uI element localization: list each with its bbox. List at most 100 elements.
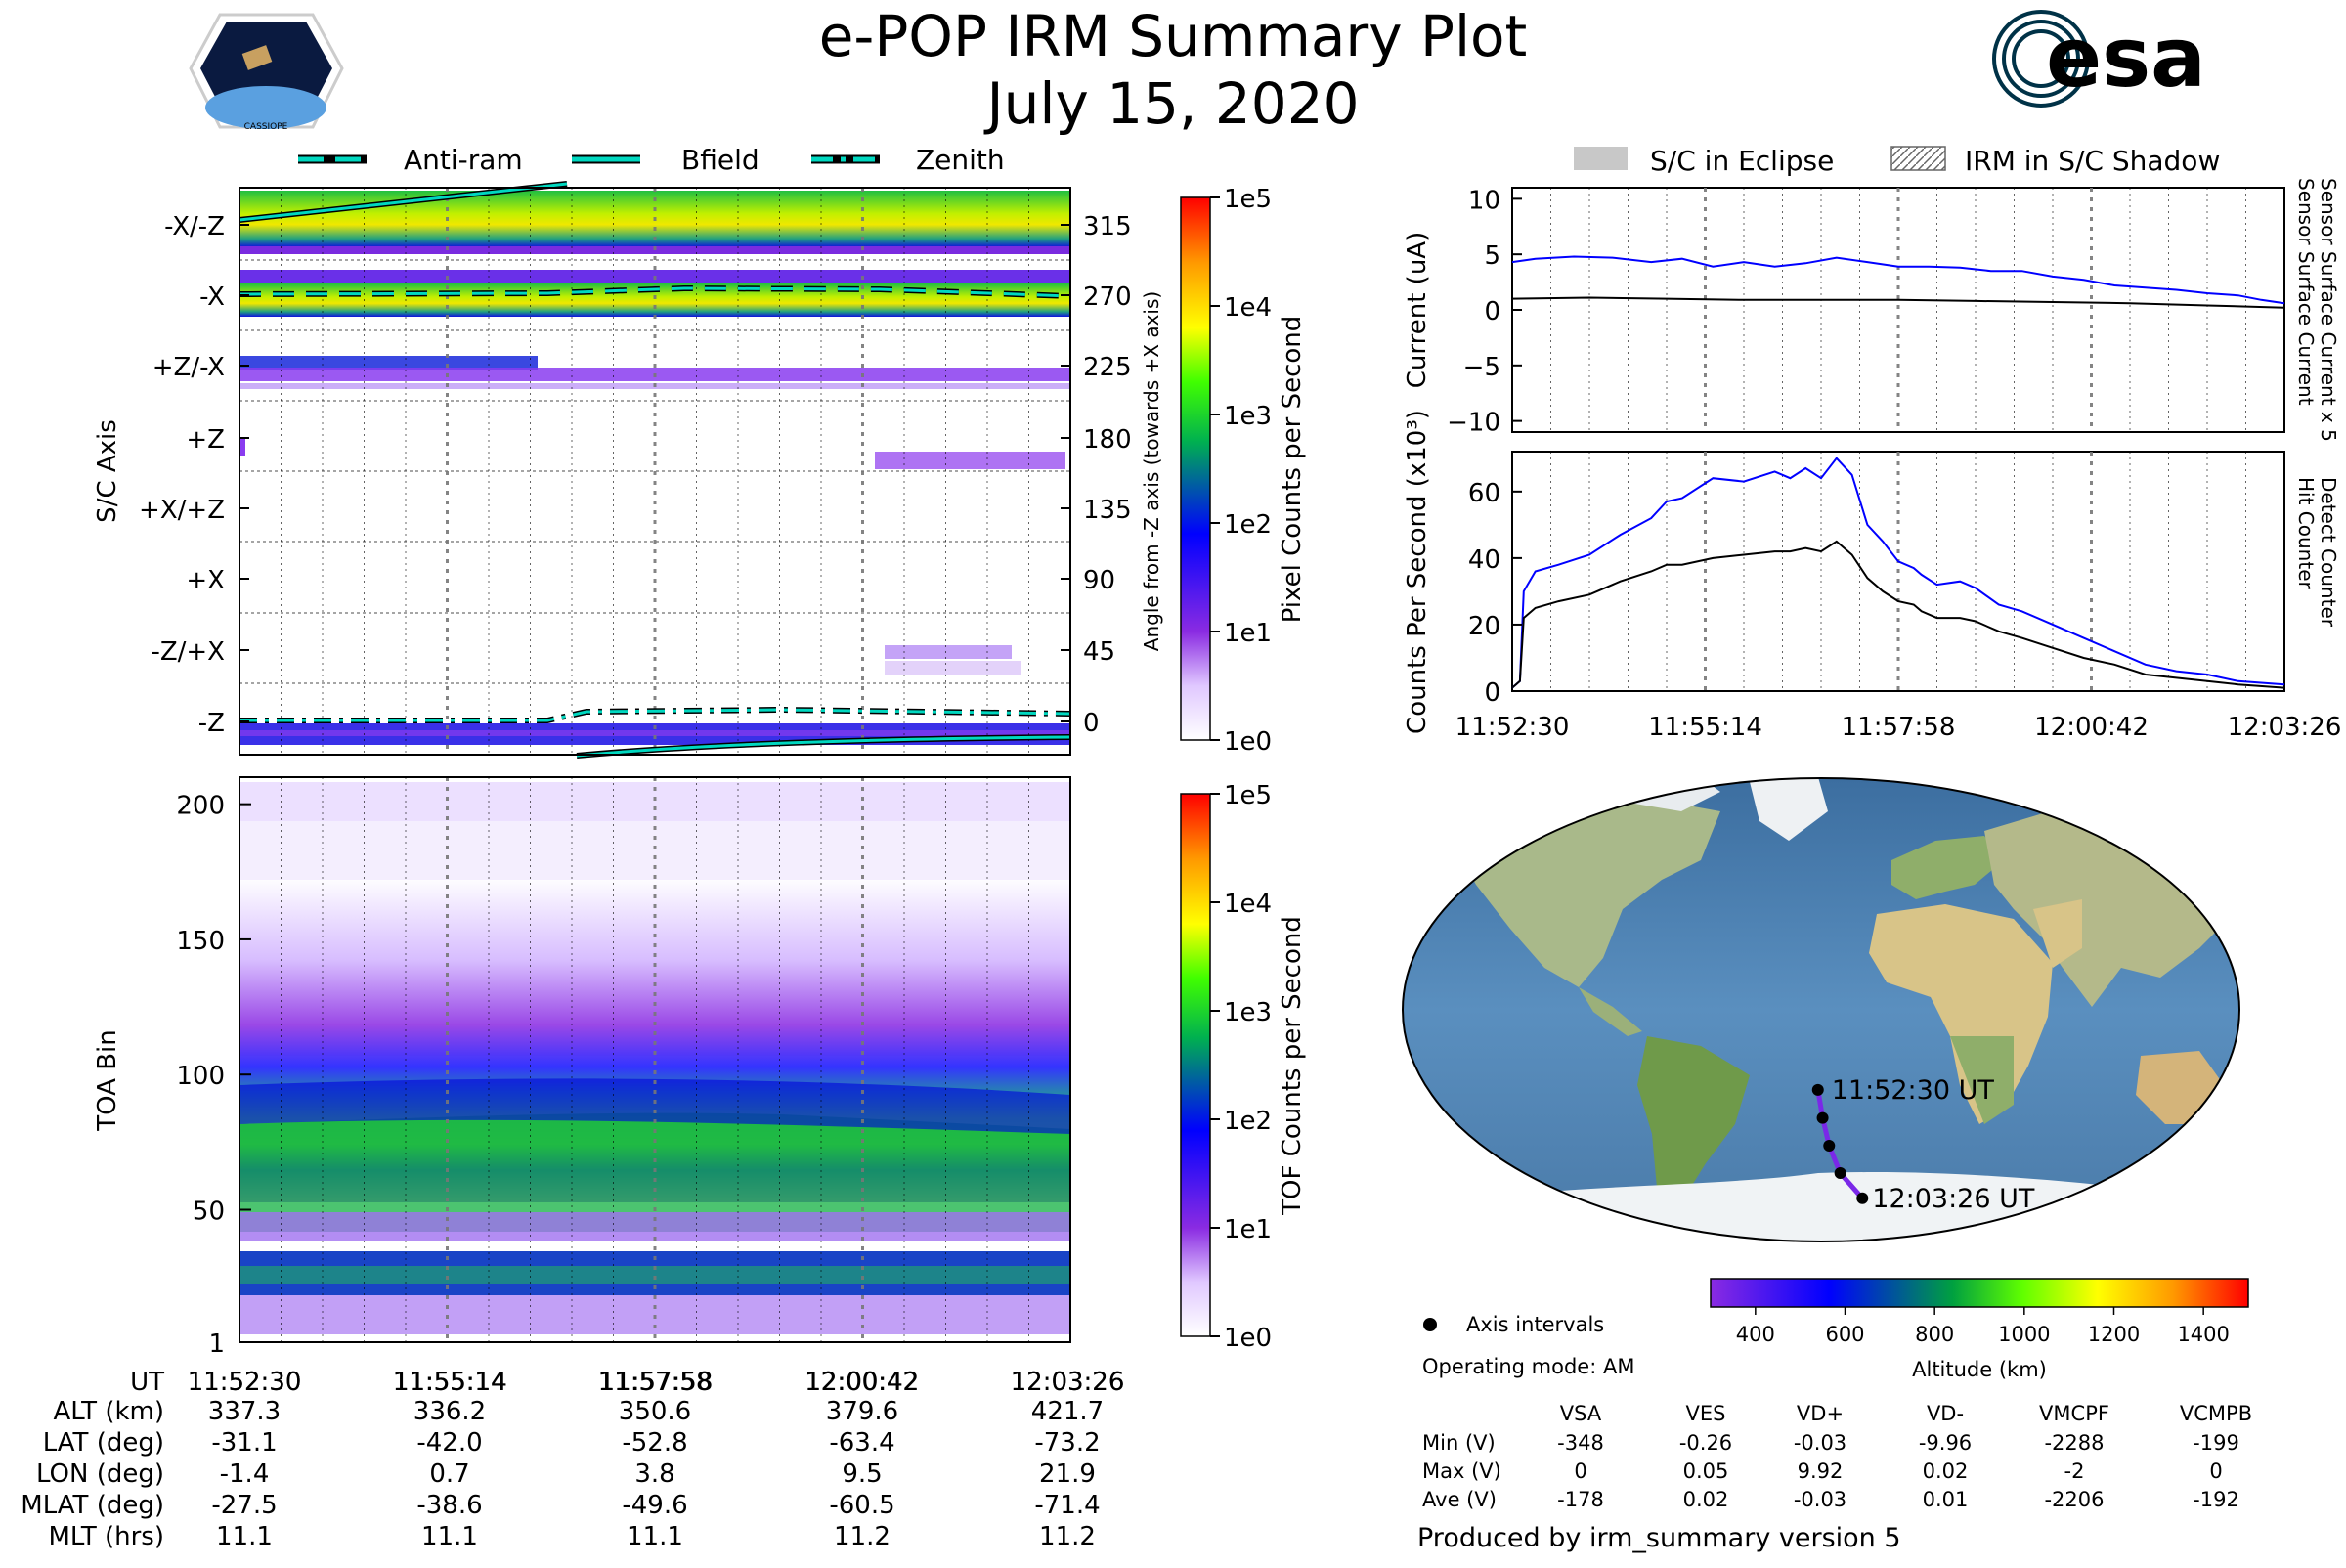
ephemeris-row-label: MLT (hrs) xyxy=(49,1522,165,1551)
page-title: e-POP IRM Summary Plot xyxy=(819,3,1528,69)
ephemeris-cell: 11:52:30 xyxy=(188,1368,302,1397)
voltage-cell: -178 xyxy=(1557,1488,1604,1511)
antarctica xyxy=(1403,1172,2239,1241)
colorbar-tick-label: 1e0 xyxy=(1224,727,1272,757)
pixel-counts-label: Pixel Counts per Second xyxy=(1278,316,1307,624)
colorbar-tick-label: 1e5 xyxy=(1224,781,1272,810)
voltage-cell: -2206 xyxy=(2044,1488,2104,1511)
angle-tick-label: 0 xyxy=(1083,709,1100,738)
voltage-row-label: Ave (V) xyxy=(1422,1488,1497,1511)
tof-counts-colorbar: 1e5 1e4 1e3 1e2 1e1 1e0 TOF Counts per Second xyxy=(1180,781,1307,1353)
ephemeris-cell: -27.5 xyxy=(211,1491,277,1520)
voltage-cell: 0 xyxy=(2209,1459,2222,1483)
toa-frame xyxy=(239,776,1071,1343)
series-line xyxy=(1511,296,2285,309)
ephemeris-row-label: MLAT (deg) xyxy=(21,1491,164,1520)
page-date: July 15, 2020 xyxy=(983,70,1359,137)
ephemeris-cell: -42.0 xyxy=(416,1428,482,1458)
sc-axis-tick-label: +X/+Z xyxy=(139,496,225,525)
voltage-cell: 0.05 xyxy=(1683,1459,1729,1483)
toa-vgrid xyxy=(281,777,1029,1342)
orbit-point xyxy=(1834,1166,1846,1179)
operating-mode: Operating mode: AM xyxy=(1422,1355,1634,1378)
altitude-label: Altitude (km) xyxy=(1912,1358,2047,1381)
colorbar-tick-label: 1e2 xyxy=(1224,1107,1272,1136)
colorbar-tick-label: 1e3 xyxy=(1224,402,1272,431)
toa-x-tick-label: 12:00:42 xyxy=(804,1368,919,1397)
ephemeris-cell: 421.7 xyxy=(1031,1397,1104,1426)
x-tick-label: 12:03:26 xyxy=(2228,713,2342,742)
current-right-label-blue: Sensor Surface Current x 5 xyxy=(2317,178,2340,442)
y-tick-label: 20 xyxy=(1468,612,1500,641)
orbit-point xyxy=(1856,1192,1869,1204)
voltage-cell: -199 xyxy=(2193,1431,2239,1455)
mission-badge: CASSIOPE xyxy=(189,13,344,132)
band-plus-z xyxy=(875,452,1065,469)
orbit-end-label: 12:03:26 UT xyxy=(1872,1184,2035,1214)
toa-tick-label: 1 xyxy=(208,1329,225,1359)
voltage-cell: -0.03 xyxy=(1794,1488,1846,1511)
ephemeris-cell: -49.6 xyxy=(622,1491,687,1520)
voltage-cell: -2288 xyxy=(2044,1431,2104,1455)
voltage-header: VD- xyxy=(1927,1402,1964,1425)
ephemeris-cell: -38.6 xyxy=(416,1491,482,1520)
y-tick-label: 60 xyxy=(1468,479,1500,508)
current-ylabel: Current (uA) xyxy=(1403,232,1432,388)
ephemeris-cell: 0.7 xyxy=(429,1459,469,1489)
esa-logo-text: esa xyxy=(2046,10,2206,106)
toa-x-tick-label: 11:57:58 xyxy=(599,1368,714,1397)
voltage-cell: -192 xyxy=(2193,1488,2239,1511)
voltage-header: VD+ xyxy=(1797,1402,1844,1425)
band-plus-z-minus-x-a xyxy=(239,356,538,370)
toa-tick-label: 100 xyxy=(176,1062,225,1091)
legend-bfield: Bfield xyxy=(681,144,760,176)
ephemeris-cell: 337.3 xyxy=(208,1397,281,1426)
ephemeris-cell: -1.4 xyxy=(220,1459,270,1489)
ephemeris-cell: 12:00:42 xyxy=(805,1368,920,1397)
sc-axis-ylabel: S/C Axis xyxy=(93,419,122,523)
altitude-tick-label: 1200 xyxy=(2088,1323,2140,1346)
ephemeris-cell: 11.1 xyxy=(216,1522,273,1551)
x-tick-label: 11:57:58 xyxy=(1842,713,1956,742)
voltage-cell: -0.26 xyxy=(1679,1431,1732,1455)
voltage-table: VSA VES VD+ VD- VMCPF VCMPB Min (V) -348 -0.26 -0… xyxy=(1422,1402,2252,1511)
ephemeris-cell: 21.9 xyxy=(1039,1459,1096,1489)
ephemeris-cell: -31.1 xyxy=(211,1428,277,1458)
legend-anti-ram: Anti-ram xyxy=(404,144,523,176)
angle-tick-label: 225 xyxy=(1083,353,1132,382)
series-line xyxy=(1511,457,2285,689)
tof-counts-label: TOF Counts per Second xyxy=(1278,916,1307,1216)
counts-right-label-black: Hit Counter xyxy=(2294,477,2318,589)
colorbar-tick-label: 1e5 xyxy=(1224,185,1272,214)
y-tick-label: −5 xyxy=(1463,353,1500,382)
angle-tick-label: 270 xyxy=(1083,283,1132,312)
ephemeris-cell: -63.4 xyxy=(829,1428,894,1458)
voltage-row-label: Min (V) xyxy=(1422,1431,1496,1455)
voltage-cell: 0.01 xyxy=(1923,1488,1969,1511)
sc-axis-tick-label: -X xyxy=(199,283,225,312)
toa-x-tick-label: 11:55:14 xyxy=(393,1368,507,1397)
ephemeris-cell: 12:03:26 xyxy=(1011,1368,1125,1397)
voltage-cell: -348 xyxy=(1557,1431,1604,1455)
orbit-start-label: 11:52:30 UT xyxy=(1832,1075,1995,1106)
axis-interval-marker xyxy=(1423,1318,1437,1331)
toa-tick-label: 150 xyxy=(176,927,225,956)
angle-tick-label: 180 xyxy=(1083,425,1132,455)
ephemeris-cell: -60.5 xyxy=(829,1491,894,1520)
orbit-track xyxy=(1811,1083,1869,1204)
angle-tick-label: 45 xyxy=(1083,637,1115,667)
counts-panel: 0 20 40 60 11:52:30 11:55:14 11:57:58 12:00:42 1… xyxy=(1403,410,2341,742)
world-map: 11:52:30 UT 12:03:26 UT xyxy=(1402,777,2240,1242)
ephemeris-row-label: ALT (km) xyxy=(53,1397,164,1426)
toa-x-tick-label: 12:03:26 xyxy=(1011,1368,1125,1397)
ephemeris-cell: 11:57:58 xyxy=(598,1368,713,1397)
voltage-header: VCMPB xyxy=(2180,1402,2252,1425)
axis-intervals-legend: Axis intervals xyxy=(1423,1313,1604,1336)
legend-shadow: IRM in S/C Shadow xyxy=(1965,145,2220,177)
ephemeris-cell: 336.2 xyxy=(413,1397,486,1426)
series-line xyxy=(1511,540,2285,689)
orbit-point xyxy=(1823,1140,1836,1153)
voltage-cell: 0.02 xyxy=(1923,1459,1969,1483)
y-tick-label: 40 xyxy=(1468,545,1500,575)
